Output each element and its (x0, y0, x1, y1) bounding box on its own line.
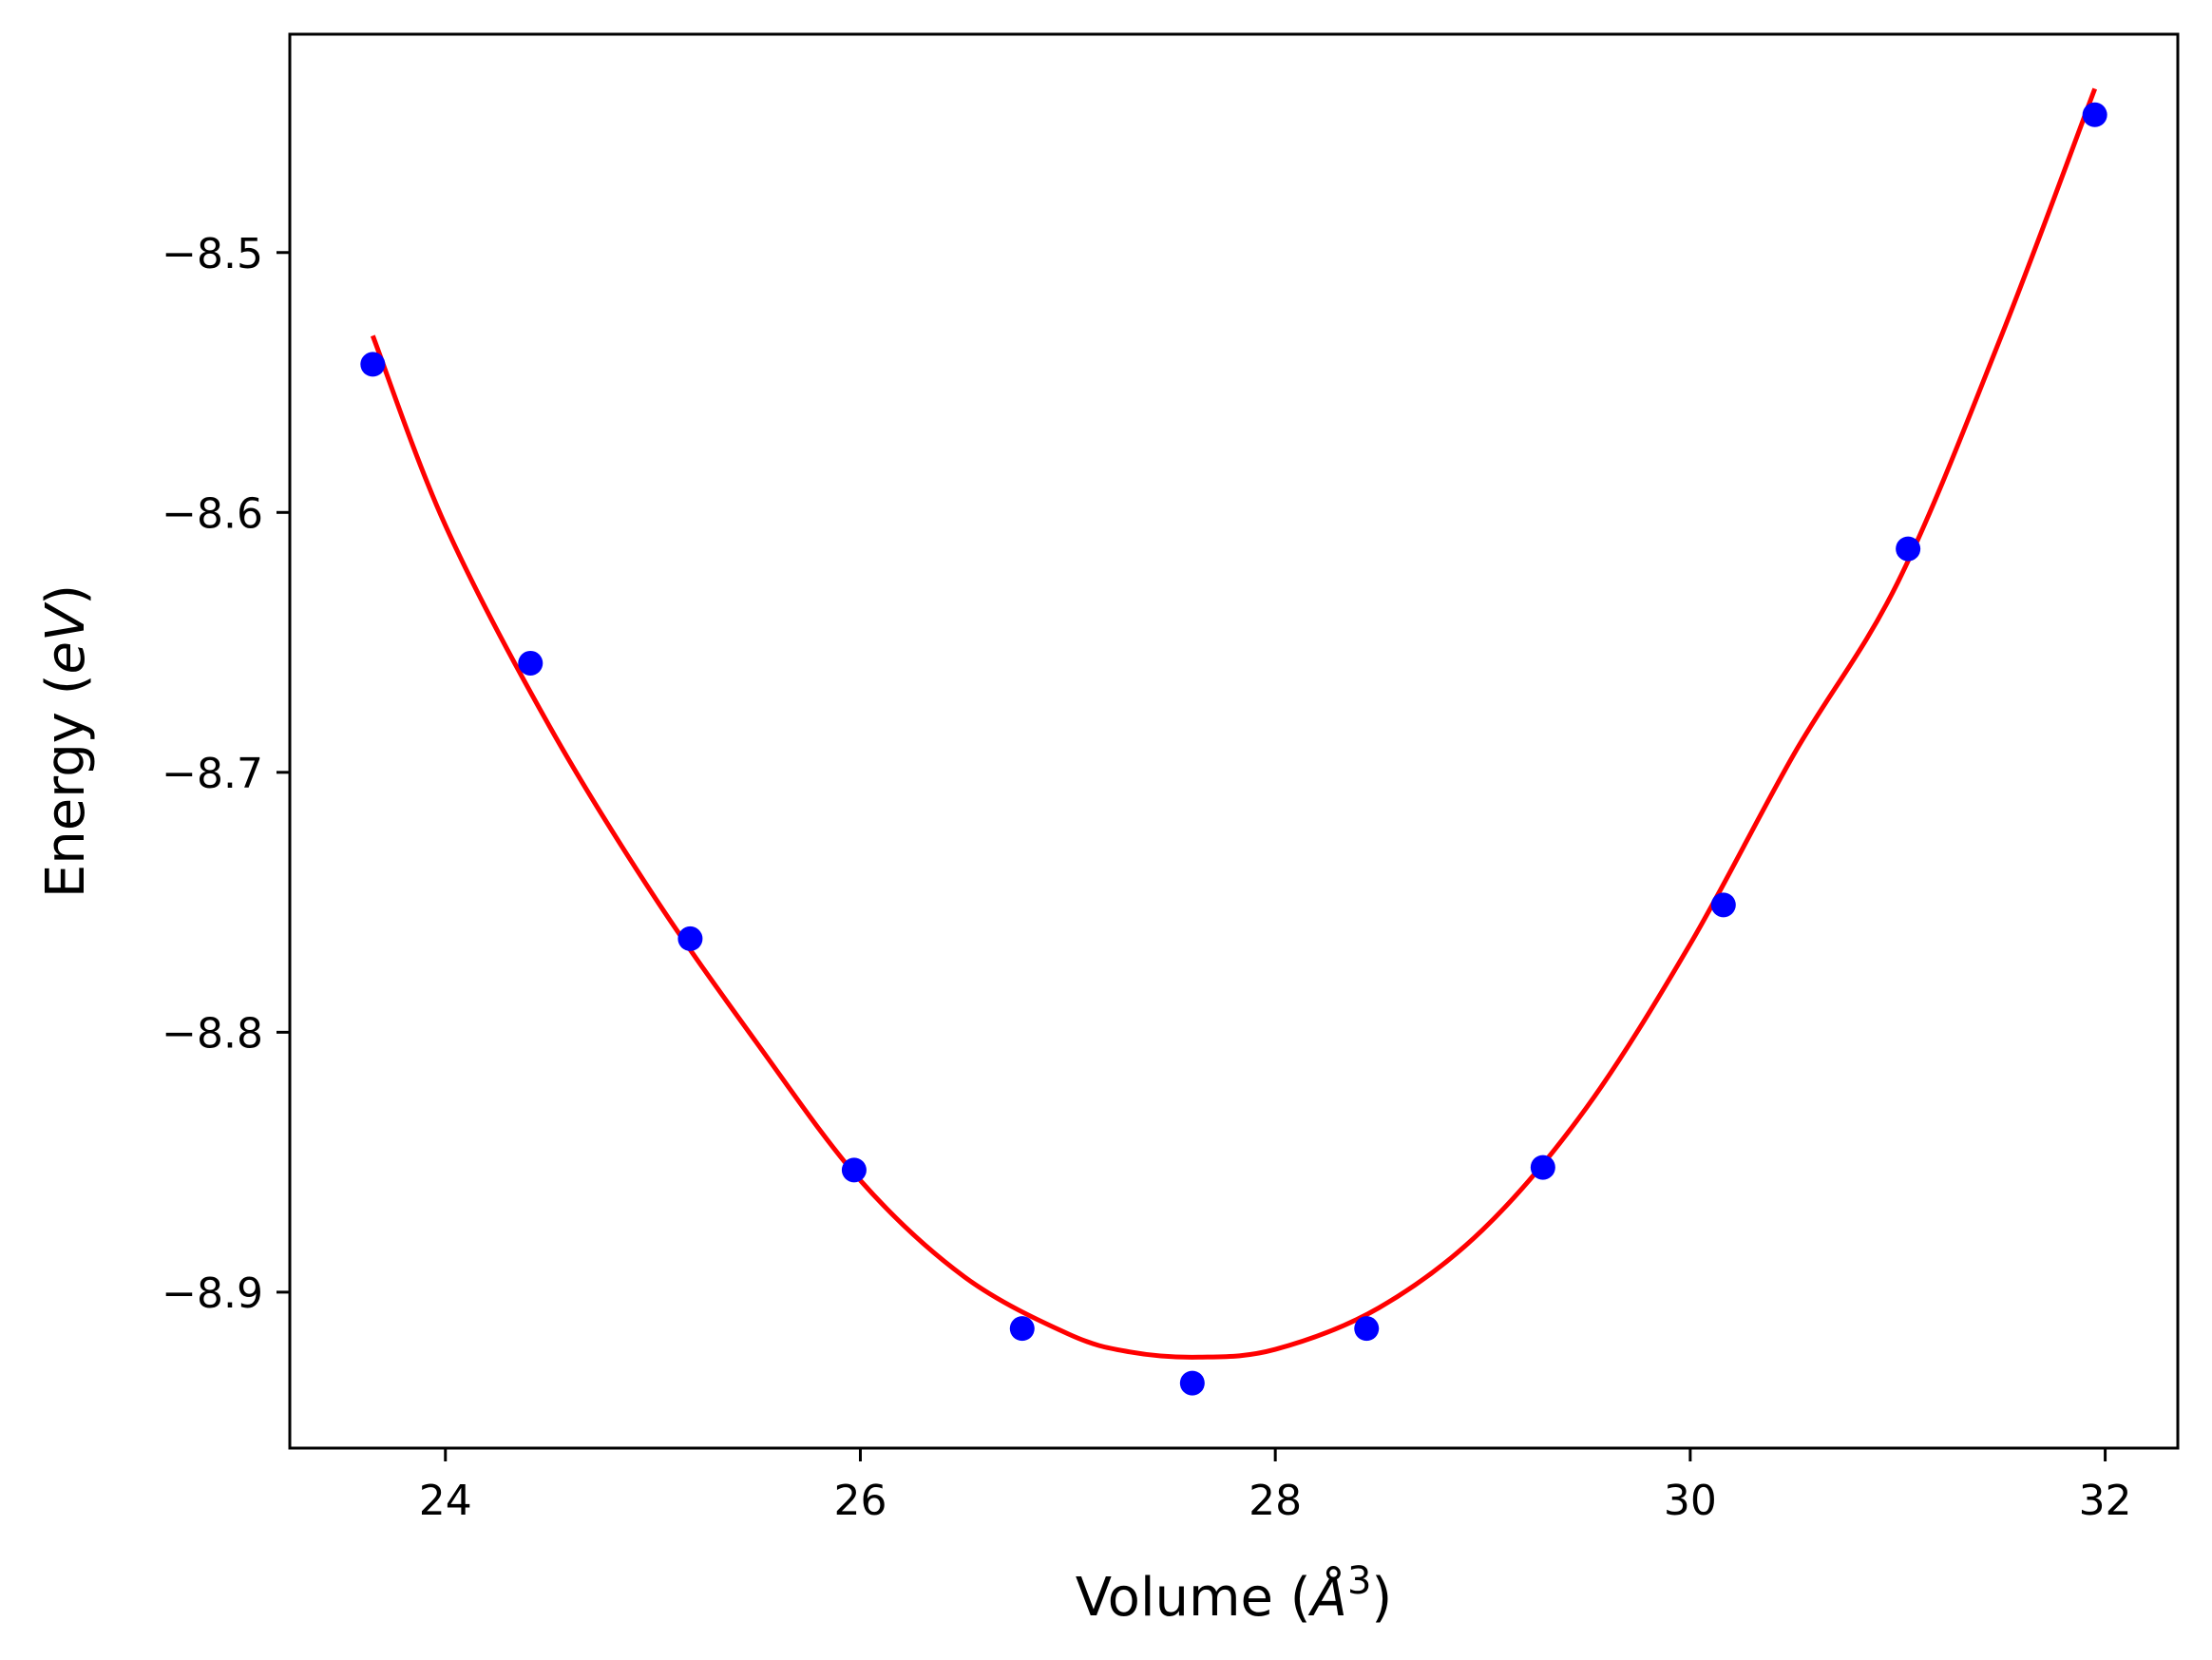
x-axis: 24 26 28 30 32 (419, 1448, 2132, 1525)
data-point (360, 352, 386, 377)
x-tick-label: 24 (419, 1477, 472, 1525)
data-point (518, 650, 543, 676)
fit-curve (370, 87, 2098, 1360)
axes-frame (288, 32, 2180, 1450)
x-axis-label: Volume (Å3) (1076, 1559, 1393, 1629)
y-tick-label: −8.6 (162, 489, 263, 538)
x-tick-label: 30 (1664, 1477, 1717, 1525)
data-point (841, 1157, 867, 1183)
y-tick-label: −8.8 (162, 1009, 263, 1058)
data-point (2082, 102, 2107, 127)
data-point (1354, 1316, 1380, 1342)
data-point (1530, 1154, 1555, 1180)
x-tick-label: 32 (2079, 1477, 2132, 1525)
y-tick-label: −8.5 (162, 230, 263, 278)
y-axis: −8.9 −8.8 −8.7 −8.6 −8.5 (162, 230, 290, 1318)
y-tick-label: −8.9 (162, 1269, 263, 1318)
x-tick-label: 28 (1249, 1477, 1302, 1525)
data-point (1179, 1370, 1205, 1396)
data-point (1009, 1316, 1035, 1342)
y-tick-label: −8.7 (162, 750, 263, 798)
y-axis-label: Energy (eV) (35, 584, 97, 898)
plot-area (360, 87, 2107, 1396)
x-tick-label: 26 (833, 1477, 887, 1525)
data-point (1710, 892, 1736, 918)
data-point (1896, 536, 1921, 562)
data-point (677, 925, 703, 951)
